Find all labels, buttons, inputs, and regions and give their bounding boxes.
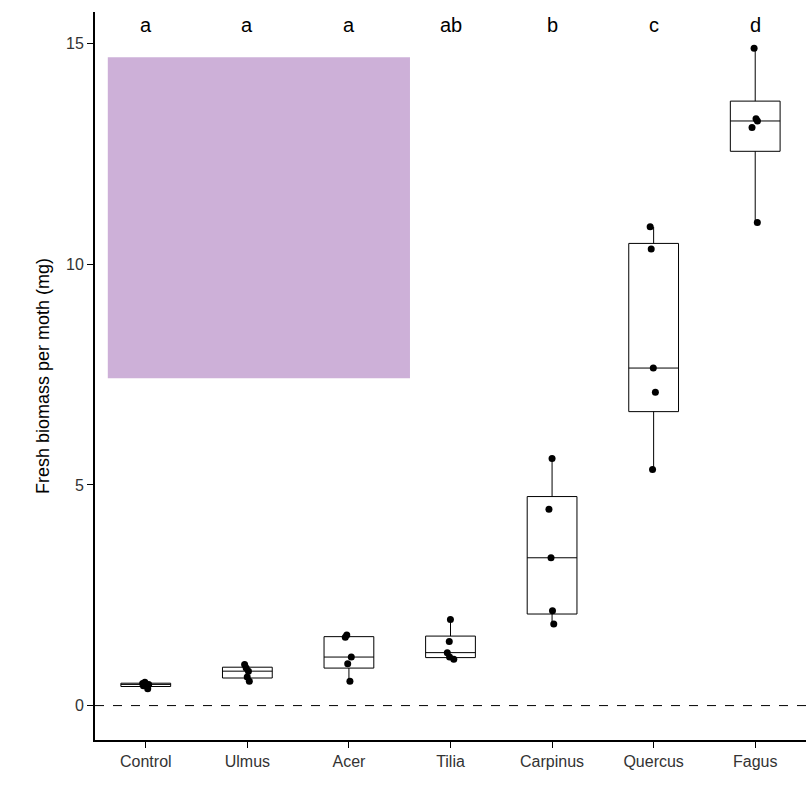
svg-text:c: c: [649, 14, 659, 36]
svg-text:b: b: [547, 14, 558, 36]
svg-text:Fresh biomass per moth (mg): Fresh biomass per moth (mg): [33, 258, 53, 494]
svg-text:10: 10: [66, 256, 84, 273]
svg-text:Tilia: Tilia: [436, 753, 465, 770]
svg-text:Quercus: Quercus: [623, 753, 683, 770]
svg-text:0: 0: [75, 697, 84, 714]
svg-text:Fagus: Fagus: [733, 753, 777, 770]
svg-text:a: a: [140, 14, 152, 36]
svg-text:5: 5: [75, 477, 84, 494]
svg-text:Control: Control: [120, 753, 172, 770]
svg-text:15: 15: [66, 35, 84, 52]
svg-text:a: a: [343, 14, 355, 36]
svg-text:d: d: [750, 14, 761, 36]
svg-text:Acer: Acer: [332, 753, 366, 770]
svg-text:Carpinus: Carpinus: [520, 753, 584, 770]
svg-text:ab: ab: [440, 14, 462, 36]
svg-text:a: a: [241, 14, 253, 36]
svg-text:Ulmus: Ulmus: [225, 753, 270, 770]
